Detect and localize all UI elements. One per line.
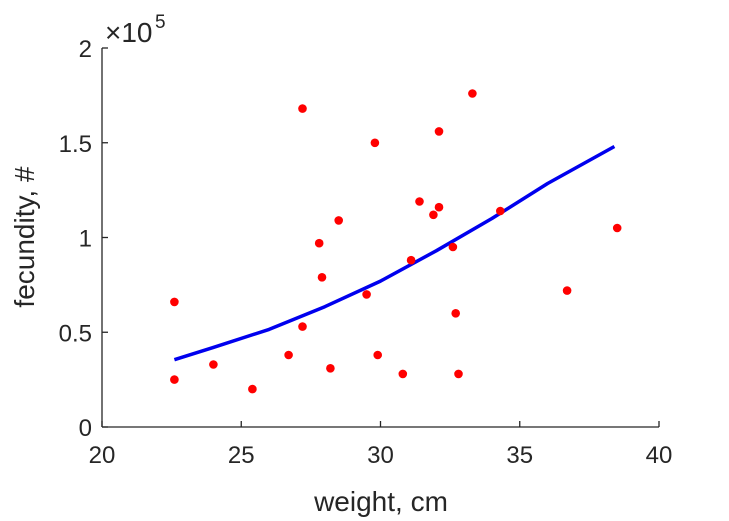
data-point	[415, 197, 424, 206]
x-tick-label: 35	[506, 442, 533, 469]
y-axis-multiplier: ×10 5	[105, 12, 166, 48]
y-multiplier-base: ×10	[105, 17, 153, 48]
data-point	[362, 290, 371, 299]
data-point	[398, 369, 408, 379]
data-point	[298, 322, 307, 331]
data-point	[373, 350, 383, 360]
data-point	[334, 216, 344, 225]
points-layer	[170, 89, 622, 394]
data-point	[248, 384, 257, 394]
data-point	[170, 297, 179, 307]
y-tick-label: 0.5	[59, 320, 92, 347]
axes	[101, 47, 660, 428]
y-axis-label: fecundity, #	[9, 166, 40, 308]
y-tick-label: 2	[79, 36, 92, 63]
x-axis-label: weight, cm	[313, 486, 448, 517]
data-point	[406, 255, 416, 265]
data-point	[434, 202, 444, 212]
y-tick-label: 1.5	[59, 131, 92, 158]
data-point	[326, 364, 335, 373]
x-tick-label: 30	[367, 442, 394, 469]
fit-curve	[173, 144, 616, 362]
data-point	[562, 286, 572, 295]
data-point	[434, 127, 444, 136]
data-point	[298, 104, 307, 113]
data-point	[314, 238, 324, 248]
data-point	[451, 309, 461, 318]
data-point	[448, 242, 458, 252]
fit-line-layer	[173, 144, 616, 362]
data-point	[454, 369, 463, 379]
data-point	[209, 360, 218, 369]
x-tick-label: 20	[89, 442, 116, 469]
tick-labels: 20 25 30 35 40 0 0.5 1 1.5 2	[59, 36, 673, 469]
data-point	[429, 210, 438, 220]
y-tick-label: 1	[79, 226, 92, 253]
y-tick-label: 0	[79, 415, 92, 442]
data-point	[612, 223, 622, 233]
data-point	[170, 375, 179, 384]
data-point	[468, 89, 477, 98]
y-multiplier-exponent: 5	[155, 12, 166, 33]
data-point	[496, 206, 505, 216]
data-point	[317, 273, 327, 282]
data-point	[370, 138, 380, 148]
x-tick-label: 40	[646, 442, 673, 469]
x-tick-label: 25	[228, 442, 255, 469]
data-point	[284, 350, 293, 360]
